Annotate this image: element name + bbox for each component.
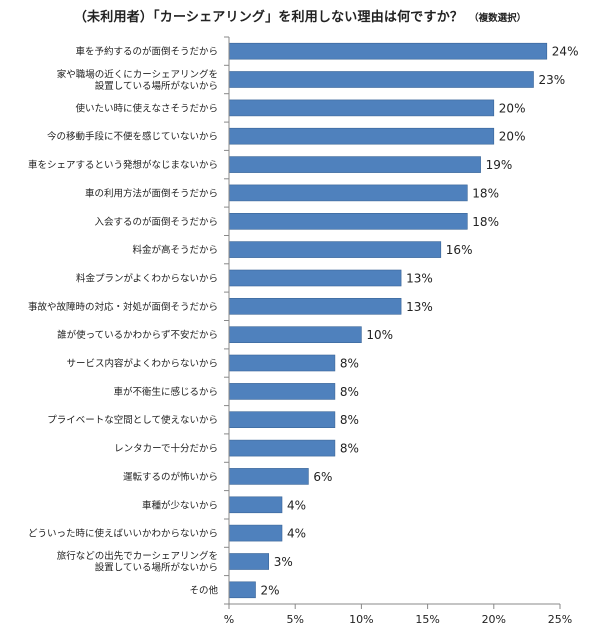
data-label: 18% bbox=[472, 186, 499, 200]
category-label: 誰が使っているかわからず不安だから bbox=[57, 329, 218, 341]
x-tick-label: 20% bbox=[482, 613, 506, 626]
data-label: 6% bbox=[313, 470, 332, 484]
x-tick-label: 5% bbox=[286, 613, 303, 626]
category-label: レンタカーで十分だから bbox=[114, 443, 218, 455]
data-label: 19% bbox=[486, 158, 513, 172]
data-label: 2% bbox=[261, 583, 280, 597]
category-label: 入会するのが面倒そうだから bbox=[94, 216, 218, 228]
data-label: 8% bbox=[340, 413, 359, 427]
bar bbox=[228, 524, 283, 542]
x-tick-label: 25% bbox=[548, 613, 572, 626]
category-label: サービス内容がよくわからないから bbox=[66, 358, 218, 370]
data-label: 16% bbox=[446, 243, 473, 257]
category-label: 使いたい時に使えなさそうだから bbox=[75, 102, 218, 114]
data-label: 13% bbox=[406, 272, 433, 286]
bar bbox=[228, 496, 283, 514]
data-label: 18% bbox=[472, 215, 499, 229]
bar bbox=[228, 213, 468, 230]
category-label: 車を予約するのが面倒そうだから bbox=[75, 46, 218, 58]
bar bbox=[228, 269, 402, 287]
category-label: プライベートな空間として使えないから bbox=[47, 414, 218, 426]
data-label: 4% bbox=[287, 527, 306, 541]
bar bbox=[228, 297, 402, 315]
bar bbox=[228, 99, 495, 117]
category-label: どういった時に使えばいいかわからないから bbox=[28, 528, 218, 540]
chart-title-row: （未利用者）「カーシェアリング」を利用しない理由は何ですか？ （複数選択） bbox=[0, 6, 600, 25]
category-label: 旅行などの出先でカーシェアリングを設置している場所がないから bbox=[57, 550, 218, 574]
x-tick-label: 10% bbox=[349, 613, 373, 626]
bar bbox=[228, 468, 309, 485]
category-label: 事故や故障時の対応・対処が面倒そうだから bbox=[28, 301, 218, 313]
bar bbox=[228, 354, 336, 372]
category-label: 車が不衛生に感じるから bbox=[113, 386, 218, 398]
bar bbox=[228, 127, 495, 145]
data-label: 8% bbox=[340, 357, 359, 371]
category-label: 車の利用方法が面倒そうだから bbox=[85, 187, 218, 199]
chart-subtitle: （複数選択） bbox=[469, 13, 527, 24]
category-label: 家や職場の近くにカーシェアリングを設置している場所がないから bbox=[57, 68, 218, 92]
category-label: 車をシェアするという発想がなじまないから bbox=[28, 159, 218, 171]
data-label: 20% bbox=[499, 130, 526, 144]
bar bbox=[228, 383, 336, 400]
bar bbox=[228, 553, 270, 570]
bar bbox=[228, 71, 534, 88]
category-label: 今の移動手段に不便を感じていないから bbox=[47, 131, 218, 143]
x-tick-label: % bbox=[224, 613, 234, 626]
data-label: 10% bbox=[366, 328, 393, 342]
bar bbox=[228, 42, 548, 60]
bar bbox=[228, 184, 468, 202]
data-label: 24% bbox=[552, 45, 579, 59]
category-label: 車種が少ないから bbox=[142, 499, 218, 511]
category-label: その他 bbox=[189, 584, 218, 596]
bar bbox=[228, 326, 362, 344]
data-label: 20% bbox=[499, 101, 526, 115]
bar bbox=[228, 581, 256, 599]
data-label: 13% bbox=[406, 300, 433, 314]
data-label: 3% bbox=[274, 555, 293, 569]
chart-title: （未利用者）「カーシェアリング」を利用しない理由は何ですか？ bbox=[73, 10, 464, 25]
bar bbox=[228, 241, 442, 258]
bar bbox=[228, 156, 481, 173]
x-tick-label: 15% bbox=[415, 613, 439, 626]
bar bbox=[228, 411, 336, 429]
data-label: 4% bbox=[287, 498, 306, 512]
category-label: 運転するのが怖いから bbox=[123, 471, 218, 483]
bar bbox=[228, 439, 336, 457]
data-label: 8% bbox=[340, 385, 359, 399]
data-label: 23% bbox=[539, 73, 566, 87]
data-label: 8% bbox=[340, 442, 359, 456]
category-label: 料金プランがよくわからないから bbox=[76, 273, 218, 285]
category-label: 料金が高そうだから bbox=[132, 244, 218, 256]
